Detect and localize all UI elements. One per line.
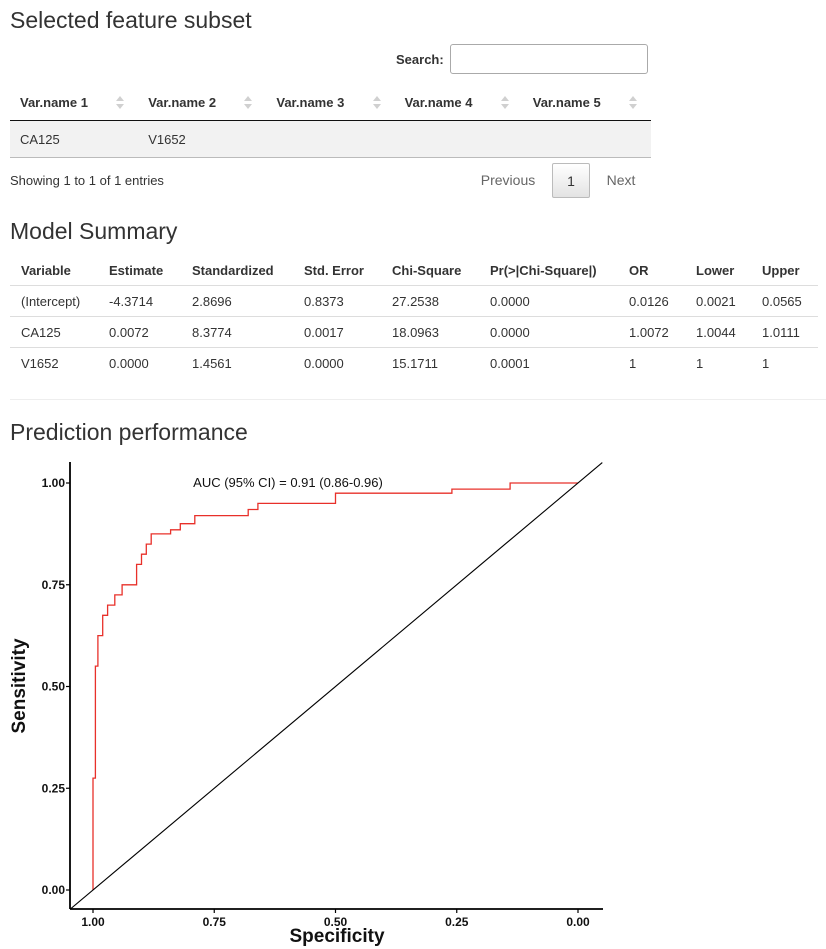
x-tick-label: 0.50 — [324, 915, 348, 929]
table-cell: CA125 — [10, 120, 139, 158]
subset-title: Selected feature subset — [10, 7, 252, 33]
table-cell: 8.3774 — [181, 316, 293, 348]
table-cell: 1.0072 — [618, 316, 685, 348]
model-summary-title: Model Summary — [10, 218, 178, 244]
table-cell: 0.0017 — [293, 316, 381, 348]
x-axis-label: Specificity — [289, 926, 384, 947]
search-label: Search: — [396, 52, 444, 67]
table-cell: 18.0963 — [381, 316, 479, 348]
table-cell: 0.0000 — [479, 316, 618, 348]
sort-icon — [500, 96, 509, 110]
column-header: Lower — [685, 256, 751, 286]
column-header: Chi-Square — [381, 256, 479, 286]
column-header-var2[interactable]: Var.name 2 — [138, 84, 267, 121]
table-cell: -4.3714 — [98, 285, 181, 317]
prediction-title: Prediction performance — [10, 419, 248, 445]
column-header-label: Var.name 5 — [532, 94, 601, 110]
table-row: (Intercept) -4.3714 2.8696 0.8373 27.253… — [10, 285, 818, 317]
column-header: Pr(>|Chi-Square|) — [479, 256, 618, 286]
table-cell — [394, 120, 523, 158]
table-cell: 1.4561 — [192, 355, 232, 371]
column-header-label: Var.name 1 — [20, 94, 88, 110]
model-header-row: Variable Estimate Standardized Std. Erro… — [10, 256, 818, 286]
column-header: Estimate — [98, 256, 181, 286]
table-cell: CA125 — [10, 316, 98, 348]
table-cell: V1652 — [138, 120, 267, 158]
x-tick-label: 0.75 — [203, 915, 227, 929]
table-cell: 1.0044 — [685, 316, 751, 348]
search-input[interactable] — [450, 44, 648, 74]
sort-icon — [629, 96, 637, 110]
sort-icon — [116, 96, 125, 110]
table-cell: V1652 — [21, 355, 59, 371]
column-header-var4[interactable]: Var.name 4 — [394, 84, 523, 121]
table-cell: 1 — [629, 355, 637, 371]
column-header: Standardized — [181, 256, 293, 286]
column-header: OR — [618, 256, 685, 286]
column-header: Variable — [10, 256, 98, 286]
sort-icon — [372, 96, 381, 110]
y-tick-label: 0.25 — [42, 781, 66, 795]
table-cell: 0.0001 — [490, 355, 530, 371]
sort-icon — [244, 96, 253, 110]
previous-button[interactable]: Previous — [480, 172, 536, 188]
column-header-var5[interactable]: Var.name 5 — [522, 84, 651, 121]
x-tick-label: 0.00 — [566, 915, 590, 929]
table-cell: 2.8696 — [181, 285, 293, 317]
table-cell: 27.2538 — [381, 285, 479, 317]
roc-chart: 0.00 0.25 0.50 0.75 1.00 1.00 0.75 0.50 0.25 0.00… — [9, 462, 603, 947]
table-cell: 0.8373 — [293, 285, 381, 317]
table-row[interactable]: CA125 V1652 — [10, 120, 651, 158]
column-header-var1[interactable]: Var.name 1 — [10, 84, 139, 121]
column-header-var3[interactable]: Var.name 3 — [266, 84, 395, 121]
table-row: CA125 0.0072 8.3774 0.0017 18.0963 0.000… — [10, 316, 818, 348]
x-tick-label: 0.25 — [445, 915, 469, 929]
y-tick-label: 0.00 — [42, 883, 66, 897]
y-tick-label: 0.50 — [42, 680, 66, 694]
table-cell: 0.0000 — [479, 285, 618, 317]
table-cell: 0.0565 — [751, 285, 818, 317]
column-header: Upper — [751, 256, 818, 286]
column-header: Std. Error — [293, 256, 381, 286]
table-cell — [522, 120, 651, 158]
table-cell: 0.0072 — [98, 316, 181, 348]
reference-line — [70, 462, 603, 909]
subset-table: Var.name 1 Var.name 2 Var.name 3 Var.nam… — [10, 84, 651, 158]
table-row: V1652 0.0000 1.4561 0.0000 15.1711 0.000… — [10, 348, 818, 379]
column-header-label: Var.name 4 — [404, 94, 473, 110]
table-cell — [266, 120, 395, 158]
page-button-1[interactable]: 1 — [552, 163, 590, 198]
model-summary-table: Variable Estimate Standardized Std. Erro… — [10, 256, 818, 378]
table-cell: 0.0021 — [685, 285, 751, 317]
column-header-label: Var.name 2 — [148, 94, 217, 110]
y-tick-label: 1.00 — [42, 476, 66, 490]
x-tick-label: 1.00 — [81, 915, 105, 929]
table-cell: 1.0111 — [751, 316, 818, 348]
table-cell: 0.0126 — [618, 285, 685, 317]
table-cell: 15.1711 — [392, 355, 439, 371]
roc-curve — [92, 482, 578, 890]
table-cell: (Intercept) — [10, 285, 98, 317]
y-axis-label: Sensitivity — [9, 638, 30, 733]
table-info: Showing 1 to 1 of 1 entries — [10, 173, 164, 188]
y-tick-label: 0.75 — [42, 578, 66, 592]
column-header-label: Var.name 3 — [276, 94, 345, 110]
table-cell: 1 — [762, 355, 770, 371]
table-cell: 0.0000 — [109, 355, 149, 371]
table-cell: 1 — [696, 355, 704, 371]
next-button[interactable]: Next — [606, 172, 636, 188]
auc-annotation: AUC (95% CI) = 0.91 (0.86-0.96) — [193, 475, 383, 490]
table-cell: 0.0000 — [304, 355, 344, 371]
section-divider — [10, 399, 826, 400]
subset-header-row: Var.name 1 Var.name 2 Var.name 3 Var.nam… — [10, 84, 651, 121]
